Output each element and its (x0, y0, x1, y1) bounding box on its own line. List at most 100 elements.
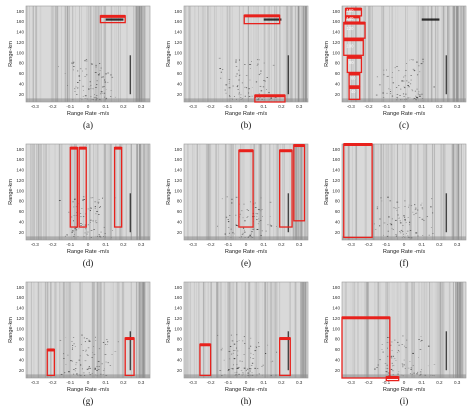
y-tick-label: 140 (16, 30, 24, 35)
plot-frame (341, 5, 467, 103)
x-tick-label: -0.3 (189, 104, 197, 109)
y-tick-label: 100 (174, 326, 182, 331)
detection-box-header (343, 143, 373, 146)
y-tick-label: 160 (174, 295, 182, 300)
y-tick-label: 80 (177, 61, 183, 66)
x-tick-label: 0.3 (454, 104, 461, 109)
y-tick-label: 180 (174, 9, 182, 14)
y-axis-title: Range-km (166, 179, 172, 205)
y-axis-title: Range-km (166, 317, 172, 343)
y-tick-label: 120 (174, 178, 182, 183)
detection-box-header (70, 146, 78, 150)
x-tick-label: -0.3 (189, 242, 197, 247)
x-tick-label: 0.3 (454, 242, 461, 247)
x-tick-label: 0 (245, 104, 248, 109)
x-tick-label: -0.1 (224, 104, 232, 109)
y-tick-label: 140 (332, 168, 340, 173)
x-tick-label: -0.3 (347, 104, 355, 109)
x-tick-label: -0.1 (382, 380, 390, 385)
y-tick-label: 40 (177, 81, 183, 86)
x-axis-title: Range Rate -m/s (225, 249, 267, 255)
panel-e: 20 40 60 80 100 120 140 160 180 -0.3 -0.2 -0.1 0 0.1 0… (158, 138, 316, 276)
y-tick-label: 160 (174, 19, 182, 24)
y-tick-label: 80 (19, 61, 25, 66)
x-tick-label: 0 (87, 242, 90, 247)
y-tick-label: 60 (177, 347, 183, 352)
x-tick-label: 0.3 (138, 104, 145, 109)
x-tick-label: -0.1 (66, 380, 74, 385)
spectrogram-texture (342, 6, 466, 102)
panel-i: 20 40 60 80 100 120 140 160 180 -0.3 -0.2 -0.1 0 0.1 0… (316, 276, 474, 414)
plot-frame (25, 5, 151, 103)
detection-box-header (199, 343, 211, 347)
x-tick-label: -0.3 (31, 242, 39, 247)
x-tick-label: 0.2 (436, 242, 443, 247)
plot-frame (341, 143, 467, 241)
y-tick-label: 120 (16, 316, 24, 321)
detection-box-header (342, 316, 390, 320)
y-tick-label: 40 (335, 357, 341, 362)
spectrogram-background (26, 6, 150, 102)
y-tick-label: 40 (19, 81, 25, 86)
x-tick-label: 0.3 (138, 380, 145, 385)
detection-box-header (125, 337, 135, 341)
x-tick-label: 0.3 (138, 242, 145, 247)
y-tick-label: 100 (332, 326, 340, 331)
y-tick-label: 120 (16, 40, 24, 45)
plot-frame (25, 143, 151, 241)
annotation-group (46, 337, 135, 377)
panel-label: (g) (83, 396, 94, 406)
y-tick-label: 180 (16, 9, 24, 14)
annotation-group (243, 14, 286, 103)
y-tick-label: 100 (16, 326, 24, 331)
y-tick-label: 120 (332, 40, 340, 45)
y-axis-title: Range-km (8, 41, 14, 67)
x-tick-label: -0.1 (382, 242, 390, 247)
detection-box-header (254, 94, 285, 98)
panel-label: (i) (400, 396, 409, 406)
y-tick-label: 160 (16, 19, 24, 24)
y-tick-label: 160 (332, 19, 340, 24)
y-tick-label: 100 (332, 188, 340, 193)
plot-frame (183, 143, 309, 241)
y-tick-label: 100 (16, 50, 24, 55)
x-axis-title: Range Rate -m/s (67, 387, 109, 393)
x-tick-label: 0 (87, 380, 90, 385)
y-tick-label: 140 (332, 30, 340, 35)
x-axis-title: Range Rate -m/s (67, 111, 109, 117)
x-tick-label: 0 (403, 242, 406, 247)
panel-h: 20 40 60 80 100 120 140 160 180 -0.3 -0.2 -0.1 0 0.1 0… (158, 276, 316, 414)
spectrogram-background (184, 282, 308, 378)
y-tick-label: 180 (174, 285, 182, 290)
y-axis-title: Range-km (324, 41, 330, 67)
x-tick-label: -0.3 (347, 242, 355, 247)
y-tick-label: 180 (16, 285, 24, 290)
panel-f: 20 40 60 80 100 120 140 160 180 -0.3 -0.2 -0.1 0 0.1 0… (316, 138, 474, 276)
y-tick-label: 20 (19, 368, 25, 373)
detection-box-header (47, 348, 55, 352)
plot-frame (183, 281, 309, 379)
detection-box-header (345, 7, 362, 11)
x-tick-label: -0.2 (207, 242, 215, 247)
panel-a: 20 40 60 80 100 120 140 160 180 -0.3 -0.2 -0.1 0 0.1 0… (0, 0, 158, 138)
y-tick-label: 80 (335, 199, 341, 204)
y-tick-label: 140 (16, 168, 24, 173)
panel-label: (h) (241, 396, 252, 406)
y-tick-label: 180 (16, 147, 24, 152)
x-tick-label: 0.1 (419, 104, 426, 109)
detection-box-header (349, 72, 360, 76)
x-tick-label: 0.2 (120, 380, 127, 385)
x-tick-label: 0.3 (296, 104, 303, 109)
y-tick-label: 40 (19, 357, 25, 362)
y-axis-title: Range-km (324, 317, 330, 343)
y-tick-label: 100 (174, 188, 182, 193)
y-tick-label: 20 (177, 368, 183, 373)
y-tick-label: 80 (177, 199, 183, 204)
x-tick-label: -0.1 (66, 104, 74, 109)
y-axis-title: Range-km (166, 41, 172, 67)
y-tick-label: 120 (174, 40, 182, 45)
x-tick-label: 0 (403, 104, 406, 109)
y-tick-label: 120 (332, 316, 340, 321)
x-axis-title: Range Rate -m/s (383, 387, 425, 393)
x-tick-label: 0.2 (278, 380, 285, 385)
